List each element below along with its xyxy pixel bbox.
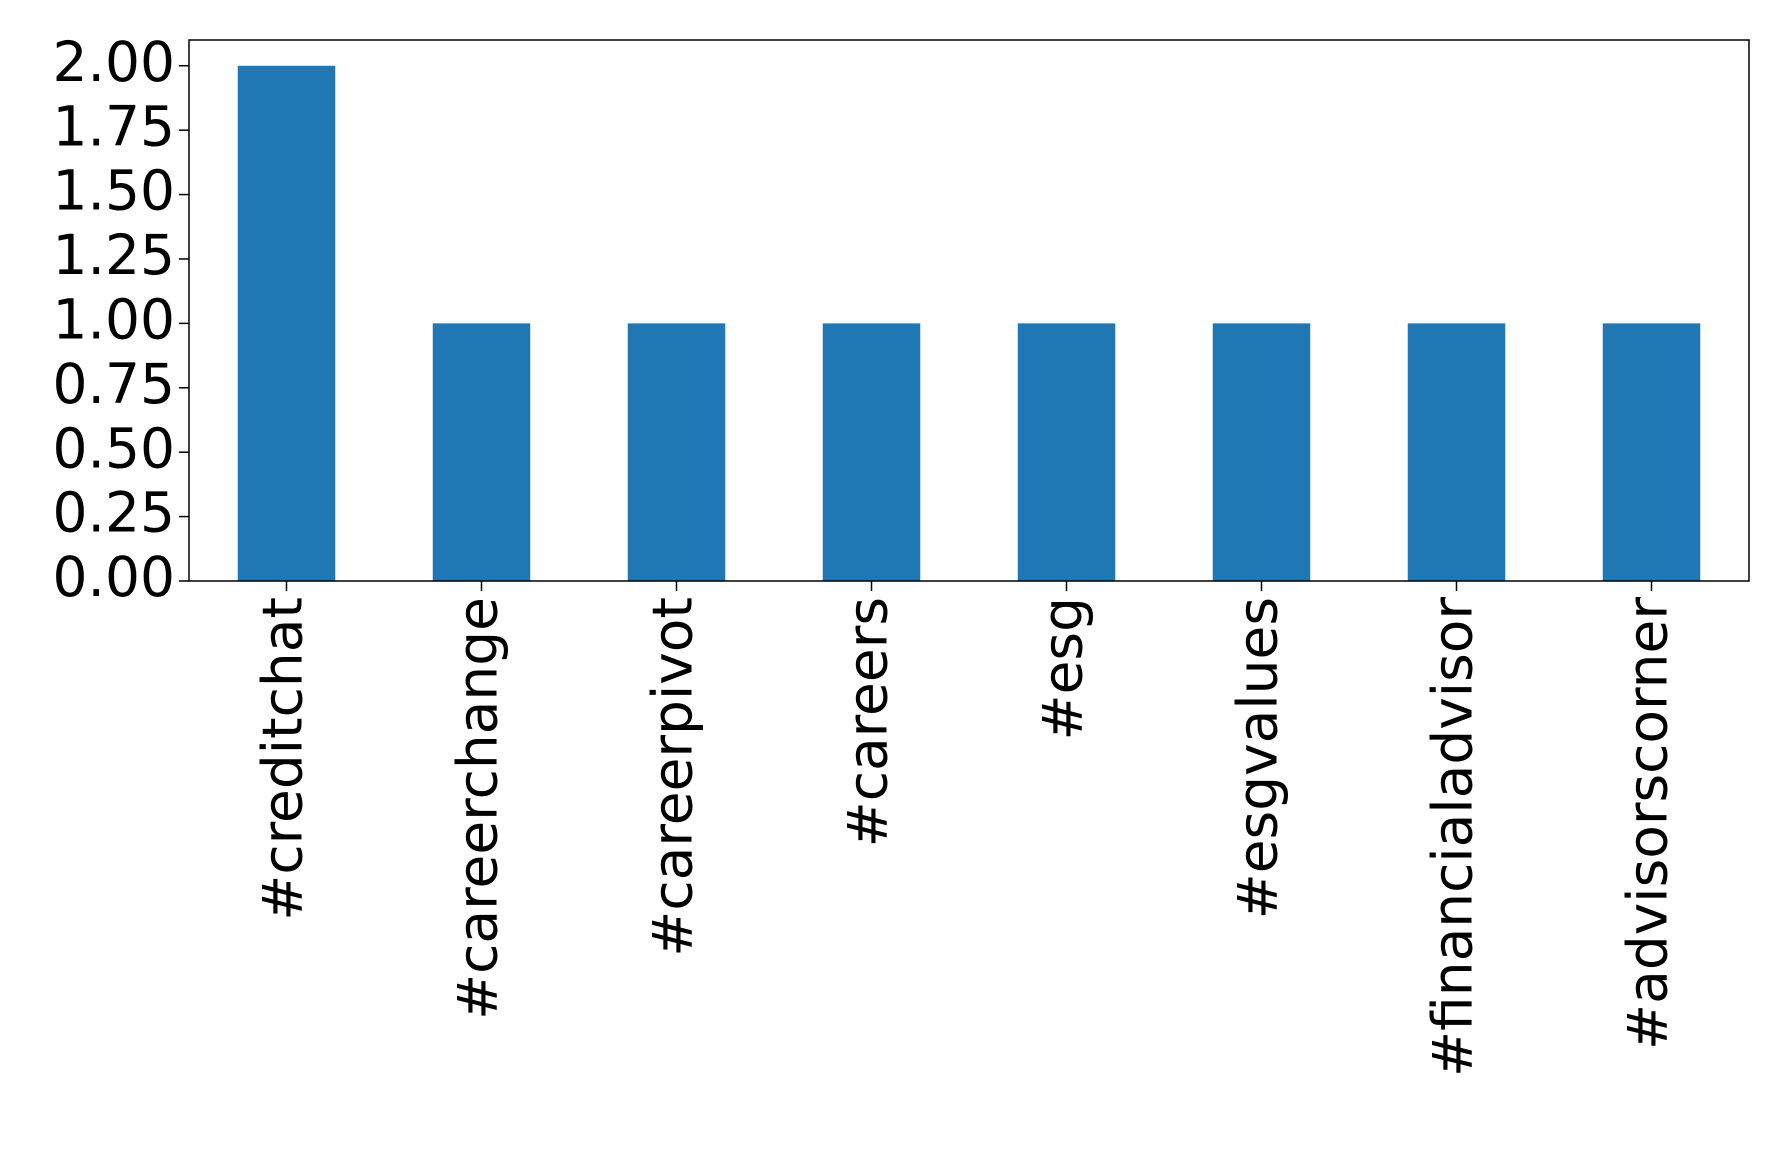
y-tick-label: 0.75 bbox=[53, 352, 175, 416]
x-tick-label: #financialadvisor bbox=[1421, 597, 1485, 1077]
x-tick-label: #careerchange bbox=[446, 597, 510, 1020]
y-tick-label: 1.50 bbox=[53, 159, 175, 223]
bar bbox=[1212, 323, 1311, 581]
bar bbox=[237, 65, 336, 581]
x-tick-label: #creditchat bbox=[251, 597, 315, 921]
bar bbox=[432, 323, 531, 581]
y-tick-label: 1.00 bbox=[53, 288, 175, 352]
bar bbox=[1407, 323, 1506, 581]
bar bbox=[1017, 323, 1116, 581]
plot-frame bbox=[188, 39, 1750, 582]
bar bbox=[1602, 323, 1701, 581]
x-tick-label: #advisorscorner bbox=[1616, 597, 1680, 1050]
y-tick-label: 1.75 bbox=[53, 94, 175, 158]
x-tick-label: #careerpivot bbox=[641, 597, 705, 957]
x-tick-label: #esgvalues bbox=[1226, 597, 1290, 919]
y-tick-label: 0.25 bbox=[53, 481, 175, 545]
x-tick-label: #esg bbox=[1031, 597, 1095, 741]
y-tick-label: 2.00 bbox=[53, 30, 175, 94]
bar bbox=[627, 323, 726, 581]
y-tick-label: 0.00 bbox=[53, 545, 175, 609]
y-tick-label: 1.25 bbox=[53, 223, 175, 287]
x-tick-label: #careers bbox=[836, 597, 900, 847]
y-tick-label: 0.50 bbox=[53, 416, 175, 480]
bar bbox=[822, 323, 921, 581]
